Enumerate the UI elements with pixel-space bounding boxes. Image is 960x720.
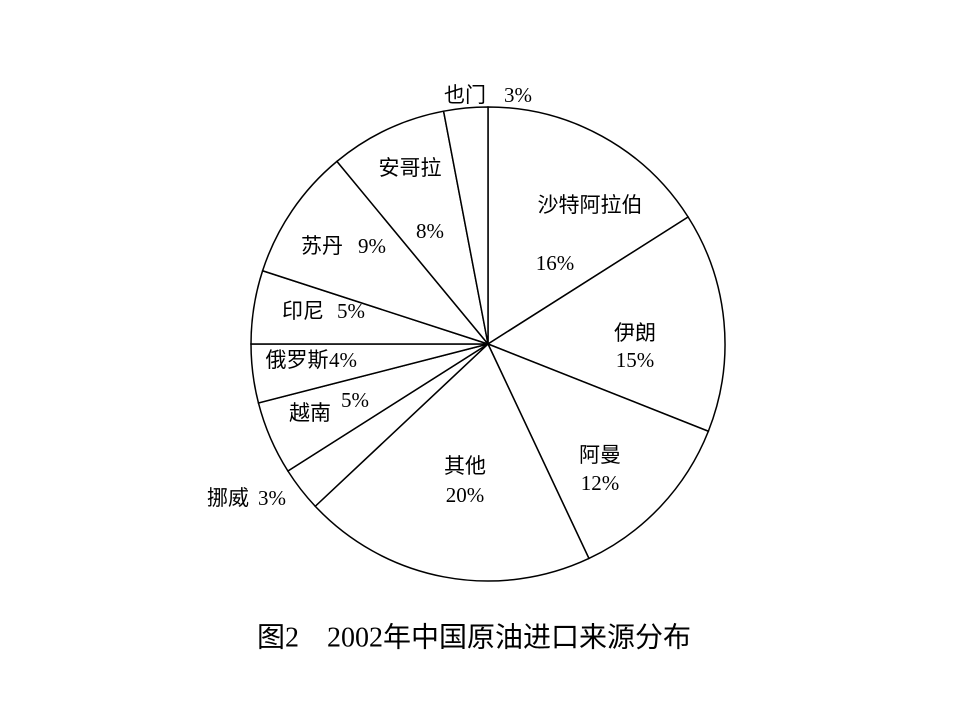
pie-slice [442,106,489,345]
slice-value: 5% [337,299,365,323]
slice-name: 安哥拉 [379,156,442,180]
slice-name: 阿曼 [579,443,621,467]
slice-value: 9% [358,234,386,258]
slice-value: 8% [416,219,444,243]
slice-value: 4% [329,348,357,372]
chart-title: 图2 2002年中国原油进口来源分布 [257,621,691,653]
pie-slice [487,106,690,346]
slice-value: 20% [446,483,485,507]
pie-slice [314,342,590,582]
slice-name: 越南 [289,401,331,425]
slice-name: 也门 [444,83,486,107]
slice-value: 12% [581,471,620,495]
pie-slice [335,110,489,345]
slice-name: 伊朗 [614,321,656,345]
slice-value: 3% [504,83,532,107]
pie-slice [261,160,491,346]
slice-value: 16% [536,251,575,275]
slice-name: 沙特阿拉伯 [538,193,643,217]
slice-name: 俄罗斯 [266,348,329,372]
pie-slice [486,342,710,560]
slice-value: 15% [616,348,655,372]
slice-name: 其他 [444,454,486,478]
slice-name: 苏丹 [301,234,343,258]
slice-name: 印尼 [282,299,324,323]
slice-value: 5% [341,388,369,412]
slice-value: 3% [258,486,286,510]
slice-name: 挪威 [207,486,249,510]
pie-slice [486,215,726,433]
